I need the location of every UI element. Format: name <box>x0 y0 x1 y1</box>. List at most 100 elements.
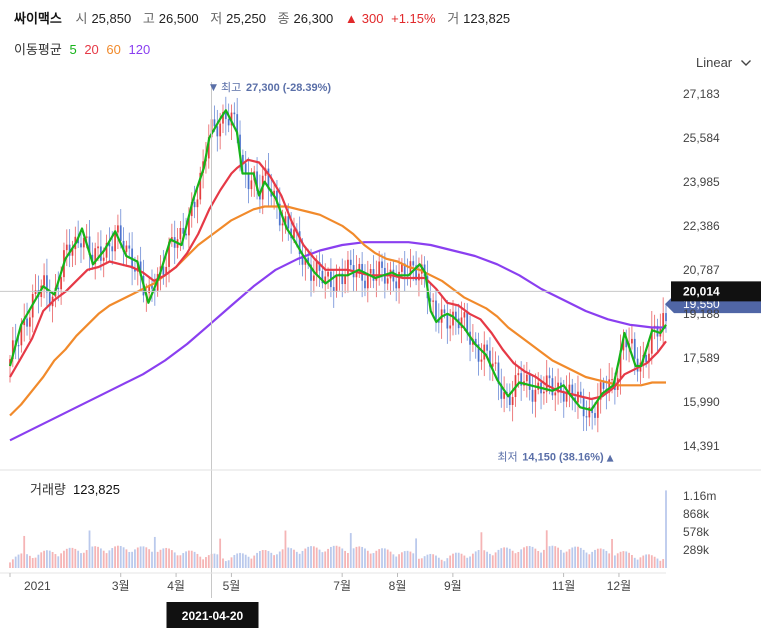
volume-bar <box>369 553 372 568</box>
candle-body <box>463 312 466 318</box>
candle-body <box>97 246 99 249</box>
ma120-legend: 120 <box>128 42 151 57</box>
volume-bar <box>51 551 54 568</box>
volume-bar <box>295 551 298 568</box>
volume-bar <box>531 546 534 568</box>
volume-bar <box>466 557 469 568</box>
ma5-legend: 5 <box>69 42 77 57</box>
volume-bar <box>85 550 88 568</box>
volume-bar <box>202 559 205 568</box>
volume-bar <box>525 546 528 568</box>
candle-body <box>633 338 636 359</box>
open-label: 시 <box>75 11 88 26</box>
candle-body <box>386 278 389 284</box>
volume-bar <box>486 551 488 568</box>
candle-body <box>619 350 622 379</box>
volume-bar <box>594 549 596 568</box>
volume-bar <box>418 558 420 568</box>
candle-body <box>571 384 574 398</box>
candle-body <box>281 223 284 226</box>
candle-body <box>648 353 650 363</box>
candle-body <box>565 391 568 402</box>
volume-bar <box>293 549 295 568</box>
candle-body <box>344 276 346 285</box>
candle-body <box>596 399 599 418</box>
candle-body <box>528 374 531 390</box>
volume-bar <box>639 557 642 568</box>
stock-name: 싸이맥스 <box>14 11 62 26</box>
volume-bar <box>389 551 392 568</box>
volume-bar <box>338 546 341 568</box>
volume-bar <box>327 548 329 568</box>
scale-dropdown[interactable]: Linear <box>696 55 751 70</box>
ma-legend-label: 이동평균 <box>14 42 62 57</box>
candle-body <box>304 257 307 265</box>
x-tick-label: 5월 <box>223 579 241 593</box>
max-annotation-label: 최고 <box>221 81 241 94</box>
volume-bar <box>250 558 253 568</box>
candle-body <box>491 363 494 367</box>
volume-bar <box>165 547 168 568</box>
volume-bar <box>605 550 608 568</box>
moving-average-legend: 이동평균 5 20 60 120 <box>14 39 154 58</box>
candle-body <box>241 154 244 164</box>
volume-bar <box>91 546 94 568</box>
volume-bar <box>111 548 114 568</box>
volume-bar <box>244 554 247 568</box>
volume-bar <box>440 559 443 568</box>
volume-bar <box>508 548 511 568</box>
candle-body <box>213 119 216 127</box>
candle-body <box>511 397 514 405</box>
volume-bar <box>588 554 591 568</box>
candle-body <box>287 216 290 229</box>
volume-value: 123,825 <box>463 11 511 26</box>
volume-bar <box>335 545 338 568</box>
candle-body <box>347 259 349 277</box>
volume-bar <box>517 551 520 568</box>
volume-bar <box>37 554 40 568</box>
candle-body <box>216 126 219 137</box>
candle-body <box>34 290 37 295</box>
volume-bar <box>361 546 364 568</box>
candle-body <box>645 355 648 363</box>
volume-bar <box>222 558 224 568</box>
close-label: 종 <box>277 11 290 26</box>
candle-body <box>122 240 125 252</box>
volume-bar <box>65 548 68 568</box>
candle-body <box>358 263 361 270</box>
candle-body <box>224 112 227 120</box>
volume-bar <box>321 552 324 568</box>
candle-body <box>520 373 523 386</box>
candle-body <box>134 268 136 272</box>
volume-bar <box>409 551 412 568</box>
volume-bar <box>511 550 514 568</box>
volume-bar <box>54 554 57 568</box>
volume-bar <box>264 550 267 568</box>
volume-bar <box>40 552 43 568</box>
candle-body <box>378 261 381 277</box>
crosshair-date-label: 2021-04-20 <box>182 609 244 623</box>
candle-body <box>366 273 369 289</box>
crosshair-price-label: 20,014 <box>683 284 720 298</box>
candle-body <box>23 318 26 326</box>
volume-bar <box>82 552 85 568</box>
candle-body <box>28 317 31 327</box>
candle-body <box>256 171 258 191</box>
crosshair-date-box <box>166 602 259 628</box>
volume-bar <box>193 551 196 568</box>
candle-body <box>88 236 91 255</box>
close-value: 26,300 <box>293 11 334 26</box>
volume-bar <box>170 550 173 568</box>
candle-body <box>412 261 415 266</box>
y-tick-label: 22,386 <box>683 219 720 233</box>
volume-bar <box>386 549 389 568</box>
volume-bar <box>324 551 327 568</box>
volume-bar <box>420 558 423 568</box>
volume-bar <box>562 552 565 568</box>
y-tick-label: 17,589 <box>683 351 720 365</box>
volume-bar <box>403 551 406 568</box>
volume-bar <box>591 551 594 568</box>
volume-bar <box>71 547 74 568</box>
volume-bar <box>415 538 417 568</box>
